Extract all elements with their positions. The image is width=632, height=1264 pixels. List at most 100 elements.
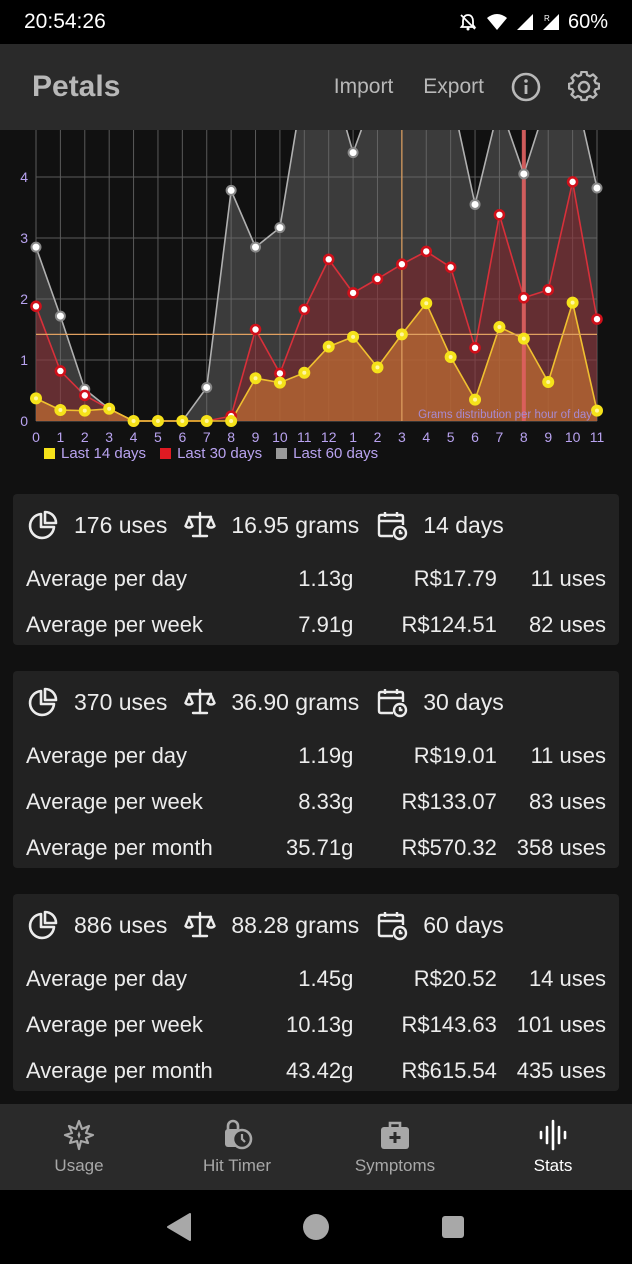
row-uses: 11 uses	[530, 566, 606, 591]
legend-swatch-red	[160, 448, 172, 459]
bottom-navigation: Usage Hit Timer Symptoms Stats	[0, 1104, 632, 1190]
row-label: Average per day	[26, 966, 188, 991]
stats-card-30-days: 370 uses 36.90 grams 30 days Average per…	[13, 671, 619, 868]
wifi-icon	[486, 13, 508, 31]
svg-text:2: 2	[81, 429, 89, 445]
legend-item-14-days[interactable]: Last 14 days	[44, 445, 146, 462]
row-money: R$124.51	[401, 612, 497, 637]
total-grams: 88.28 grams	[231, 911, 360, 938]
total-uses: 176 uses	[74, 511, 168, 538]
legend-label: Last 30 days	[177, 445, 263, 462]
row-money: R$133.07	[401, 789, 497, 814]
row-grams: 10.13g	[286, 1012, 354, 1037]
row-grams: 35.71g	[286, 835, 354, 860]
stats-row-day: Average per day 1.45g R$20.52 14 uses	[26, 956, 606, 1002]
nav-label: Usage	[54, 1156, 104, 1175]
status-bar: 20:54:26 R 60%	[0, 0, 632, 44]
chart-legend: Last 14 days Last 30 days Last 60 days	[44, 445, 378, 462]
legend-item-30-days[interactable]: Last 30 days	[160, 445, 262, 462]
row-label: Average per day	[26, 743, 188, 768]
row-money: R$20.52	[413, 966, 497, 991]
export-button[interactable]: Export	[423, 75, 484, 98]
status-icons: R 60%	[458, 11, 608, 34]
row-label: Average per month	[26, 1058, 213, 1083]
nav-label: Stats	[533, 1156, 573, 1175]
leaf-icon	[62, 1118, 96, 1152]
svg-text:8: 8	[227, 429, 235, 445]
svg-text:3: 3	[105, 429, 113, 445]
period-days: 60 days	[423, 911, 504, 938]
row-grams: 7.91g	[298, 612, 354, 637]
row-uses: 14 uses	[528, 966, 606, 991]
stats-row-week: Average per week 8.33g R$133.07 83 uses	[26, 779, 606, 825]
stats-row-week: Average per week 7.91g R$124.51 82 uses	[26, 602, 606, 648]
app-title: Petals	[32, 70, 121, 103]
svg-text:7: 7	[496, 429, 504, 445]
svg-text:1: 1	[20, 352, 28, 368]
row-uses: 101 uses	[516, 1012, 606, 1037]
nav-item-usage[interactable]: Usage	[0, 1104, 158, 1190]
svg-text:11: 11	[590, 429, 605, 445]
nav-label: Hit Timer	[203, 1156, 271, 1175]
recents-icon[interactable]	[438, 1212, 468, 1242]
svg-text:12: 12	[321, 429, 337, 445]
stats-card-60-days: 886 uses 88.28 grams 60 days Average per…	[13, 894, 619, 1091]
row-grams: 1.13g	[298, 566, 354, 591]
roaming-signal-icon: R	[542, 13, 560, 31]
period-days: 14 days	[423, 511, 504, 538]
home-icon[interactable]	[301, 1212, 331, 1242]
row-uses: 83 uses	[528, 789, 606, 814]
card-summary: 886 uses 88.28 grams 60 days	[26, 894, 606, 956]
scale-icon	[183, 685, 217, 719]
card-summary: 370 uses 36.90 grams 30 days	[26, 671, 606, 733]
stats-row-day: Average per day 1.19g R$19.01 11 uses	[26, 733, 606, 779]
stats-row-month: Average per month 35.71g R$570.32 358 us…	[26, 825, 606, 871]
svg-text:4: 4	[130, 429, 138, 445]
svg-text:7: 7	[203, 429, 211, 445]
svg-text:4: 4	[20, 169, 28, 185]
total-grams: 36.90 grams	[231, 688, 360, 715]
nav-item-hit-timer[interactable]: Hit Timer	[158, 1104, 316, 1190]
scale-icon	[183, 908, 217, 942]
pie-chart-icon	[26, 508, 60, 542]
stats-row-month: Average per month 43.42g R$615.54 435 us…	[26, 1048, 606, 1094]
row-grams: 43.42g	[286, 1058, 354, 1083]
calendar-clock-icon	[375, 685, 409, 719]
row-grams: 8.33g	[298, 789, 354, 814]
svg-text:3: 3	[398, 429, 406, 445]
svg-text:10: 10	[565, 429, 581, 445]
row-label: Average per month	[26, 835, 213, 860]
waveform-icon	[536, 1118, 570, 1152]
legend-item-60-days[interactable]: Last 60 days	[276, 445, 378, 462]
bell-off-icon	[458, 12, 478, 32]
pie-chart-icon	[26, 908, 60, 942]
svg-text:0: 0	[32, 429, 40, 445]
row-grams: 1.19g	[298, 743, 354, 768]
signal-icon	[516, 13, 534, 31]
import-button[interactable]: Import	[333, 75, 394, 98]
gear-icon[interactable]	[568, 71, 600, 103]
status-time: 20:54:26	[24, 10, 106, 33]
svg-text:11: 11	[297, 429, 312, 445]
legend-label: Last 14 days	[61, 445, 147, 462]
back-icon[interactable]	[164, 1212, 194, 1242]
svg-text:0: 0	[20, 413, 28, 429]
medkit-icon	[378, 1118, 412, 1152]
row-money: R$19.01	[413, 743, 497, 768]
hourly-distribution-chart[interactable]: 0 1 2 3 4 0 1 2 3 4 5 6 7 8 9 10 11 12 1 2 3 4 5 6 7 8 9 10 11 Grams …	[0, 130, 632, 470]
svg-text:9: 9	[544, 429, 552, 445]
timer-icon	[220, 1118, 254, 1152]
stats-row-week: Average per week 10.13g R$143.63 101 use…	[26, 1002, 606, 1048]
row-uses: 435 uses	[516, 1058, 606, 1083]
info-icon[interactable]	[510, 71, 542, 103]
nav-item-stats[interactable]: Stats	[474, 1104, 632, 1190]
nav-item-symptoms[interactable]: Symptoms	[316, 1104, 474, 1190]
svg-text:5: 5	[447, 429, 455, 445]
svg-text:Grams distribution per hour of: Grams distribution per hour of day	[418, 409, 592, 421]
row-label: Average per week	[26, 789, 203, 814]
battery-level: 60%	[567, 10, 608, 33]
svg-text:1: 1	[56, 429, 64, 445]
app-bar: Petals Import Export	[0, 44, 632, 130]
system-navigation	[0, 1190, 632, 1264]
